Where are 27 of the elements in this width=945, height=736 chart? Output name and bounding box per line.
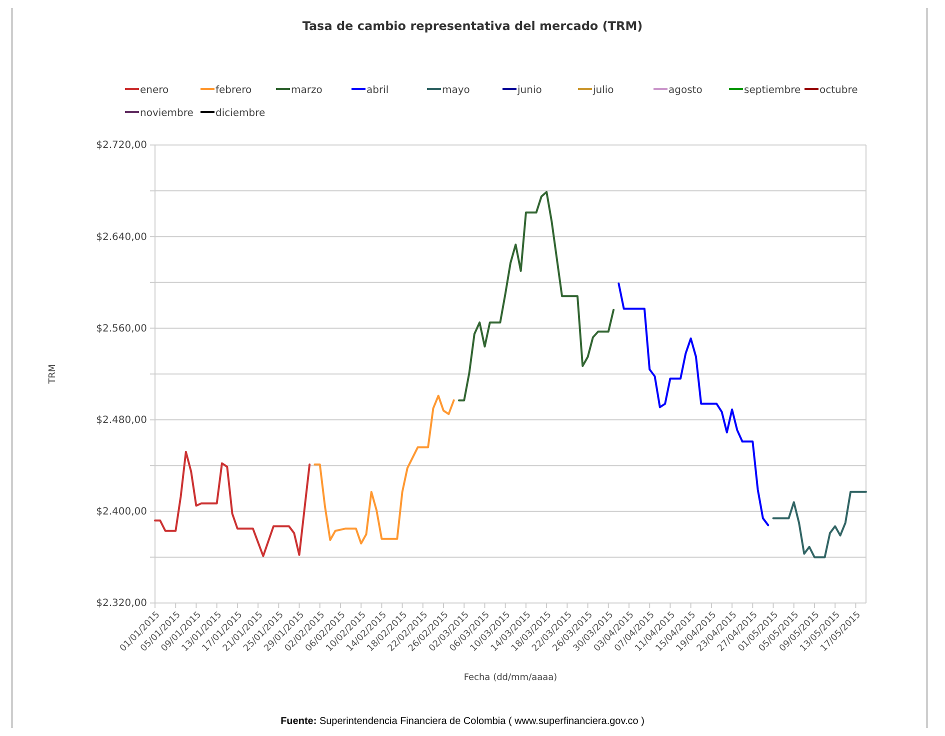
- legend-label: septiembre: [744, 85, 801, 96]
- source-note: Fuente: Superintendencia Financiera de Colombia ( www.superfinanciera.gov.co ): [280, 716, 644, 727]
- y-tick-label: $2.720,00: [96, 140, 147, 152]
- chart-title: Tasa de cambio representativa del mercado (TRM): [302, 19, 643, 33]
- line-series: [314, 394, 455, 544]
- legend-label: marzo: [291, 85, 322, 96]
- line-series: [458, 190, 615, 402]
- y-tick-label: $2.320,00: [96, 598, 147, 610]
- legend-label: abril: [366, 85, 389, 96]
- legend-label: mayo: [442, 85, 470, 96]
- legend-label: noviembre: [140, 108, 194, 119]
- y-axis-title: TRM: [48, 364, 58, 385]
- legend-label: agosto: [668, 85, 702, 96]
- y-tick-label: $2.400,00: [96, 506, 147, 518]
- legend-label: enero: [140, 85, 169, 96]
- legend-label: febrero: [216, 85, 252, 96]
- y-tick-label: $2.640,00: [96, 232, 147, 243]
- line-series: [154, 450, 311, 558]
- line-series: [772, 490, 867, 558]
- y-tick-label: $2.480,00: [96, 415, 147, 426]
- line-series: [618, 282, 770, 526]
- legend-label: octubre: [820, 85, 858, 96]
- y-tick-label: $2.560,00: [96, 323, 147, 334]
- legend-label: julio: [592, 85, 614, 96]
- legend-label: diciembre: [216, 108, 266, 119]
- x-axis-title: Fecha (dd/mm/aaaa): [464, 673, 558, 683]
- legend-label: junio: [516, 85, 542, 96]
